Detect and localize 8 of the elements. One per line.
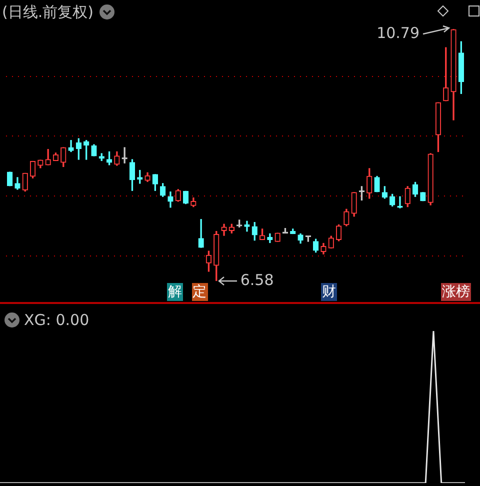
chart-title: XG: 0.00 — [24, 311, 90, 329]
text: 定 — [192, 283, 208, 301]
annotation: 6.58 — [240, 270, 274, 289]
annotation: 10.79 — [376, 24, 420, 42]
text: 解 — [167, 283, 184, 301]
text: 财 — [320, 283, 337, 301]
chart-title: (日线.前复权) — [2, 3, 94, 21]
text: 涨榜 — [440, 283, 471, 301]
